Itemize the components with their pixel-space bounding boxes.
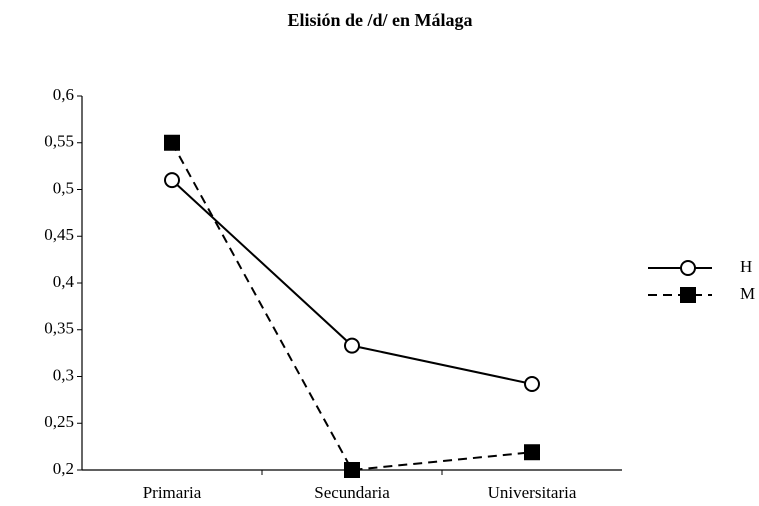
y-tick-label: 0,25 <box>44 412 74 431</box>
legend-label: H <box>740 257 752 276</box>
legend-marker <box>680 287 696 303</box>
data-point <box>164 172 180 189</box>
y-tick-label: 0,45 <box>44 225 74 244</box>
data-point <box>344 462 360 478</box>
data-point <box>164 134 180 151</box>
y-tick-label: 0,6 <box>53 85 74 104</box>
y-tick-label: 0,35 <box>44 319 74 338</box>
y-tick-label: 0,55 <box>44 132 74 151</box>
y-tick-label: 0,2 <box>53 459 74 478</box>
legend-marker <box>680 260 696 276</box>
y-tick-label: 0,4 <box>53 272 75 291</box>
y-tick-label: 0,5 <box>53 178 74 197</box>
legend-label: M <box>740 284 755 303</box>
data-point <box>524 444 540 461</box>
x-tick-label: Secundaria <box>314 483 390 502</box>
series-line <box>171 142 533 472</box>
chart-title: Elisión de /d/ en Málaga <box>287 10 472 30</box>
data-point <box>524 375 540 392</box>
data-point <box>344 337 360 354</box>
y-tick-label: 0,3 <box>53 365 74 384</box>
x-tick-label: Universitaria <box>488 483 577 502</box>
x-tick-label: Primaria <box>143 483 202 502</box>
